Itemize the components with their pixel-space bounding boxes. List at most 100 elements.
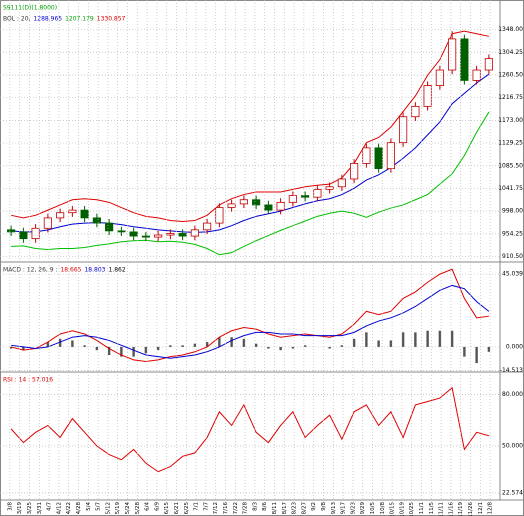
candle-body [460, 38, 469, 81]
y-tick-label: 1260.50 [498, 71, 523, 78]
candle-body [117, 230, 126, 233]
histogram-bar [9, 346, 13, 349]
x-tick-label: 7/16 [223, 502, 229, 515]
candle-body [386, 142, 395, 170]
candle-body [423, 85, 432, 107]
histogram-bar [414, 332, 417, 347]
histogram-bar [46, 342, 50, 347]
band-line [11, 73, 490, 233]
candle-body [7, 229, 16, 233]
x-tick-label: 12/1 [478, 502, 484, 514]
x-tick-label: 8/11 [272, 502, 278, 514]
y-tick-label: 1129.25 [498, 140, 523, 147]
x-tick-label: 3/8 [7, 502, 13, 511]
x-tick-label: 8/3 [252, 502, 258, 511]
x-tick-label: 5/4 [86, 502, 92, 511]
x-tick-label: 11/26 [468, 502, 474, 516]
chart-title: S9111(D)(1.8000) [3, 5, 57, 12]
legend-label: RSI : 14 : 57.016 [3, 377, 53, 384]
histogram-bar [218, 337, 221, 347]
candle-body [166, 233, 175, 236]
histogram-bar [352, 338, 356, 347]
histogram-bar [107, 346, 111, 356]
histogram-bar [169, 345, 172, 347]
histogram-bar [438, 330, 442, 347]
candle-body [276, 201, 285, 211]
candle-body [43, 217, 52, 229]
candle-body [472, 69, 481, 81]
histogram-bar [144, 346, 148, 354]
rsi-line [10, 386, 490, 473]
legend-label: MACD : 12, 26, 9 : [3, 267, 57, 274]
x-tick-label: 6/21 [174, 502, 180, 514]
histogram-bar [426, 330, 429, 347]
candle-body [362, 147, 371, 164]
candle-body [264, 204, 273, 211]
x-tick-label: 3/31 [37, 502, 43, 514]
x-tick-label: 10/19 [399, 502, 405, 516]
candle-body [288, 195, 297, 203]
histogram-bar [120, 346, 123, 357]
y-tick-label: 1085.50 [498, 162, 523, 169]
histogram-bar [401, 332, 405, 347]
histogram-bar [83, 345, 86, 347]
histogram-bar [365, 332, 368, 347]
x-tick-label: 6/15 [164, 502, 170, 515]
x-tick-label: 11/5 [429, 502, 435, 515]
candle-body [105, 222, 114, 232]
x-tick-label: 5/28 [135, 502, 141, 515]
candle-body [141, 235, 150, 238]
candle-body [56, 212, 65, 219]
histogram-bar [132, 346, 135, 357]
x-tick-label: 5/19 [115, 502, 121, 515]
candle-body [435, 69, 444, 87]
histogram-bar [303, 345, 307, 347]
candle-body [129, 231, 138, 237]
histogram-bar [377, 340, 380, 347]
candle-body [178, 233, 187, 237]
x-tick-label: 10/5 [370, 502, 376, 515]
histogram-bar [205, 342, 209, 347]
x-tick-label: 9/8 [321, 502, 327, 511]
x-tick-label: 9/23 [350, 502, 356, 515]
y-tick-label: 80.000 [502, 391, 523, 398]
candle-body [68, 209, 77, 214]
candle-body [301, 195, 310, 198]
histogram-bar [181, 345, 184, 347]
candle-body [448, 38, 457, 71]
x-tick-label: 6/4 [145, 502, 151, 511]
histogram-bar [254, 343, 258, 347]
candle-body [227, 203, 236, 208]
legend-value: 1288.965 [33, 16, 62, 23]
x-tick-label: 7/12 [213, 502, 219, 514]
x-tick-label: 11/1 [419, 502, 425, 514]
y-tick-label: 998.00 [502, 208, 523, 215]
candle-body [239, 199, 248, 205]
x-tick-label: 8/27 [301, 502, 307, 515]
candle-body [313, 188, 322, 198]
legend-value: 1.862 [108, 267, 125, 274]
legend-value: 18.803 [84, 267, 105, 274]
band-line [11, 30, 489, 223]
x-tick-label: 10/15 [390, 502, 396, 516]
x-tick-label: 6/9 [154, 502, 160, 511]
histogram-bar [279, 346, 282, 351]
histogram-bar [328, 346, 331, 349]
candle-body [484, 58, 493, 71]
y-tick-label: 1216.75 [498, 94, 523, 101]
x-tick-label: 8/17 [282, 502, 288, 515]
x-tick-label: 7/7 [203, 502, 209, 511]
x-tick-label: 4/28 [76, 502, 82, 515]
histogram-bar [463, 346, 466, 357]
y-tick-label: 22.574 [502, 490, 523, 497]
candle-body [19, 231, 28, 240]
x-tick-label: 3/25 [27, 502, 33, 515]
x-tick-label: 3/19 [17, 502, 23, 515]
y-tick-label: -14.513 [500, 367, 523, 374]
histogram-bar [242, 338, 246, 347]
histogram-bar [58, 338, 62, 347]
x-tick-label: 9/29 [360, 502, 366, 515]
y-tick-label: 954.25 [502, 230, 523, 237]
candle-body [399, 116, 408, 144]
